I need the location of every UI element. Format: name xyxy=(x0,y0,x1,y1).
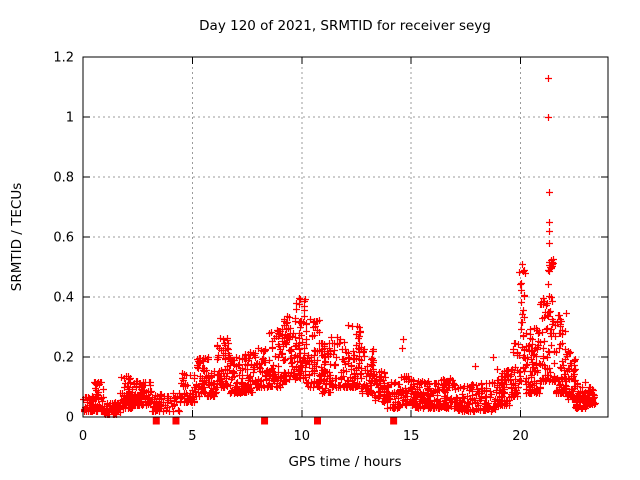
axes-frame xyxy=(82,56,609,418)
x-tick-label: 5 xyxy=(188,429,196,444)
gap-marker-square xyxy=(261,417,269,425)
y-tick-label: 0.6 xyxy=(53,231,74,246)
grid-lines xyxy=(83,57,608,417)
x-tick-label: 20 xyxy=(512,429,529,444)
chart-title: Day 120 of 2021, SRMTID for receiver sey… xyxy=(199,18,491,34)
y-tick-label: 0.8 xyxy=(53,171,74,186)
gap-marker-square xyxy=(314,417,321,425)
x-tick-label: 15 xyxy=(403,429,420,444)
gap-marker-square xyxy=(172,417,180,425)
y-tick-label: 0.4 xyxy=(53,291,74,306)
gap-marker-square xyxy=(390,417,398,425)
y-tick-label: 1 xyxy=(66,111,74,126)
y-tick-label: 1.2 xyxy=(53,51,74,66)
y-tick-label: 0.2 xyxy=(53,351,74,366)
x-axis-label: GPS time / hours xyxy=(288,454,401,470)
x-tick-label: 0 xyxy=(79,429,87,444)
zero-gap-markers xyxy=(152,417,398,425)
tick-labels: 0 5 10 15 20 0 0.2 0.4 0.6 0.8 1 1.2 xyxy=(53,51,528,445)
y-axis-label: SRMTID / TECUs xyxy=(9,183,25,291)
gap-marker-square xyxy=(152,417,160,425)
y-tick-label: 0 xyxy=(66,411,74,426)
x-tick-label: 10 xyxy=(293,429,310,444)
